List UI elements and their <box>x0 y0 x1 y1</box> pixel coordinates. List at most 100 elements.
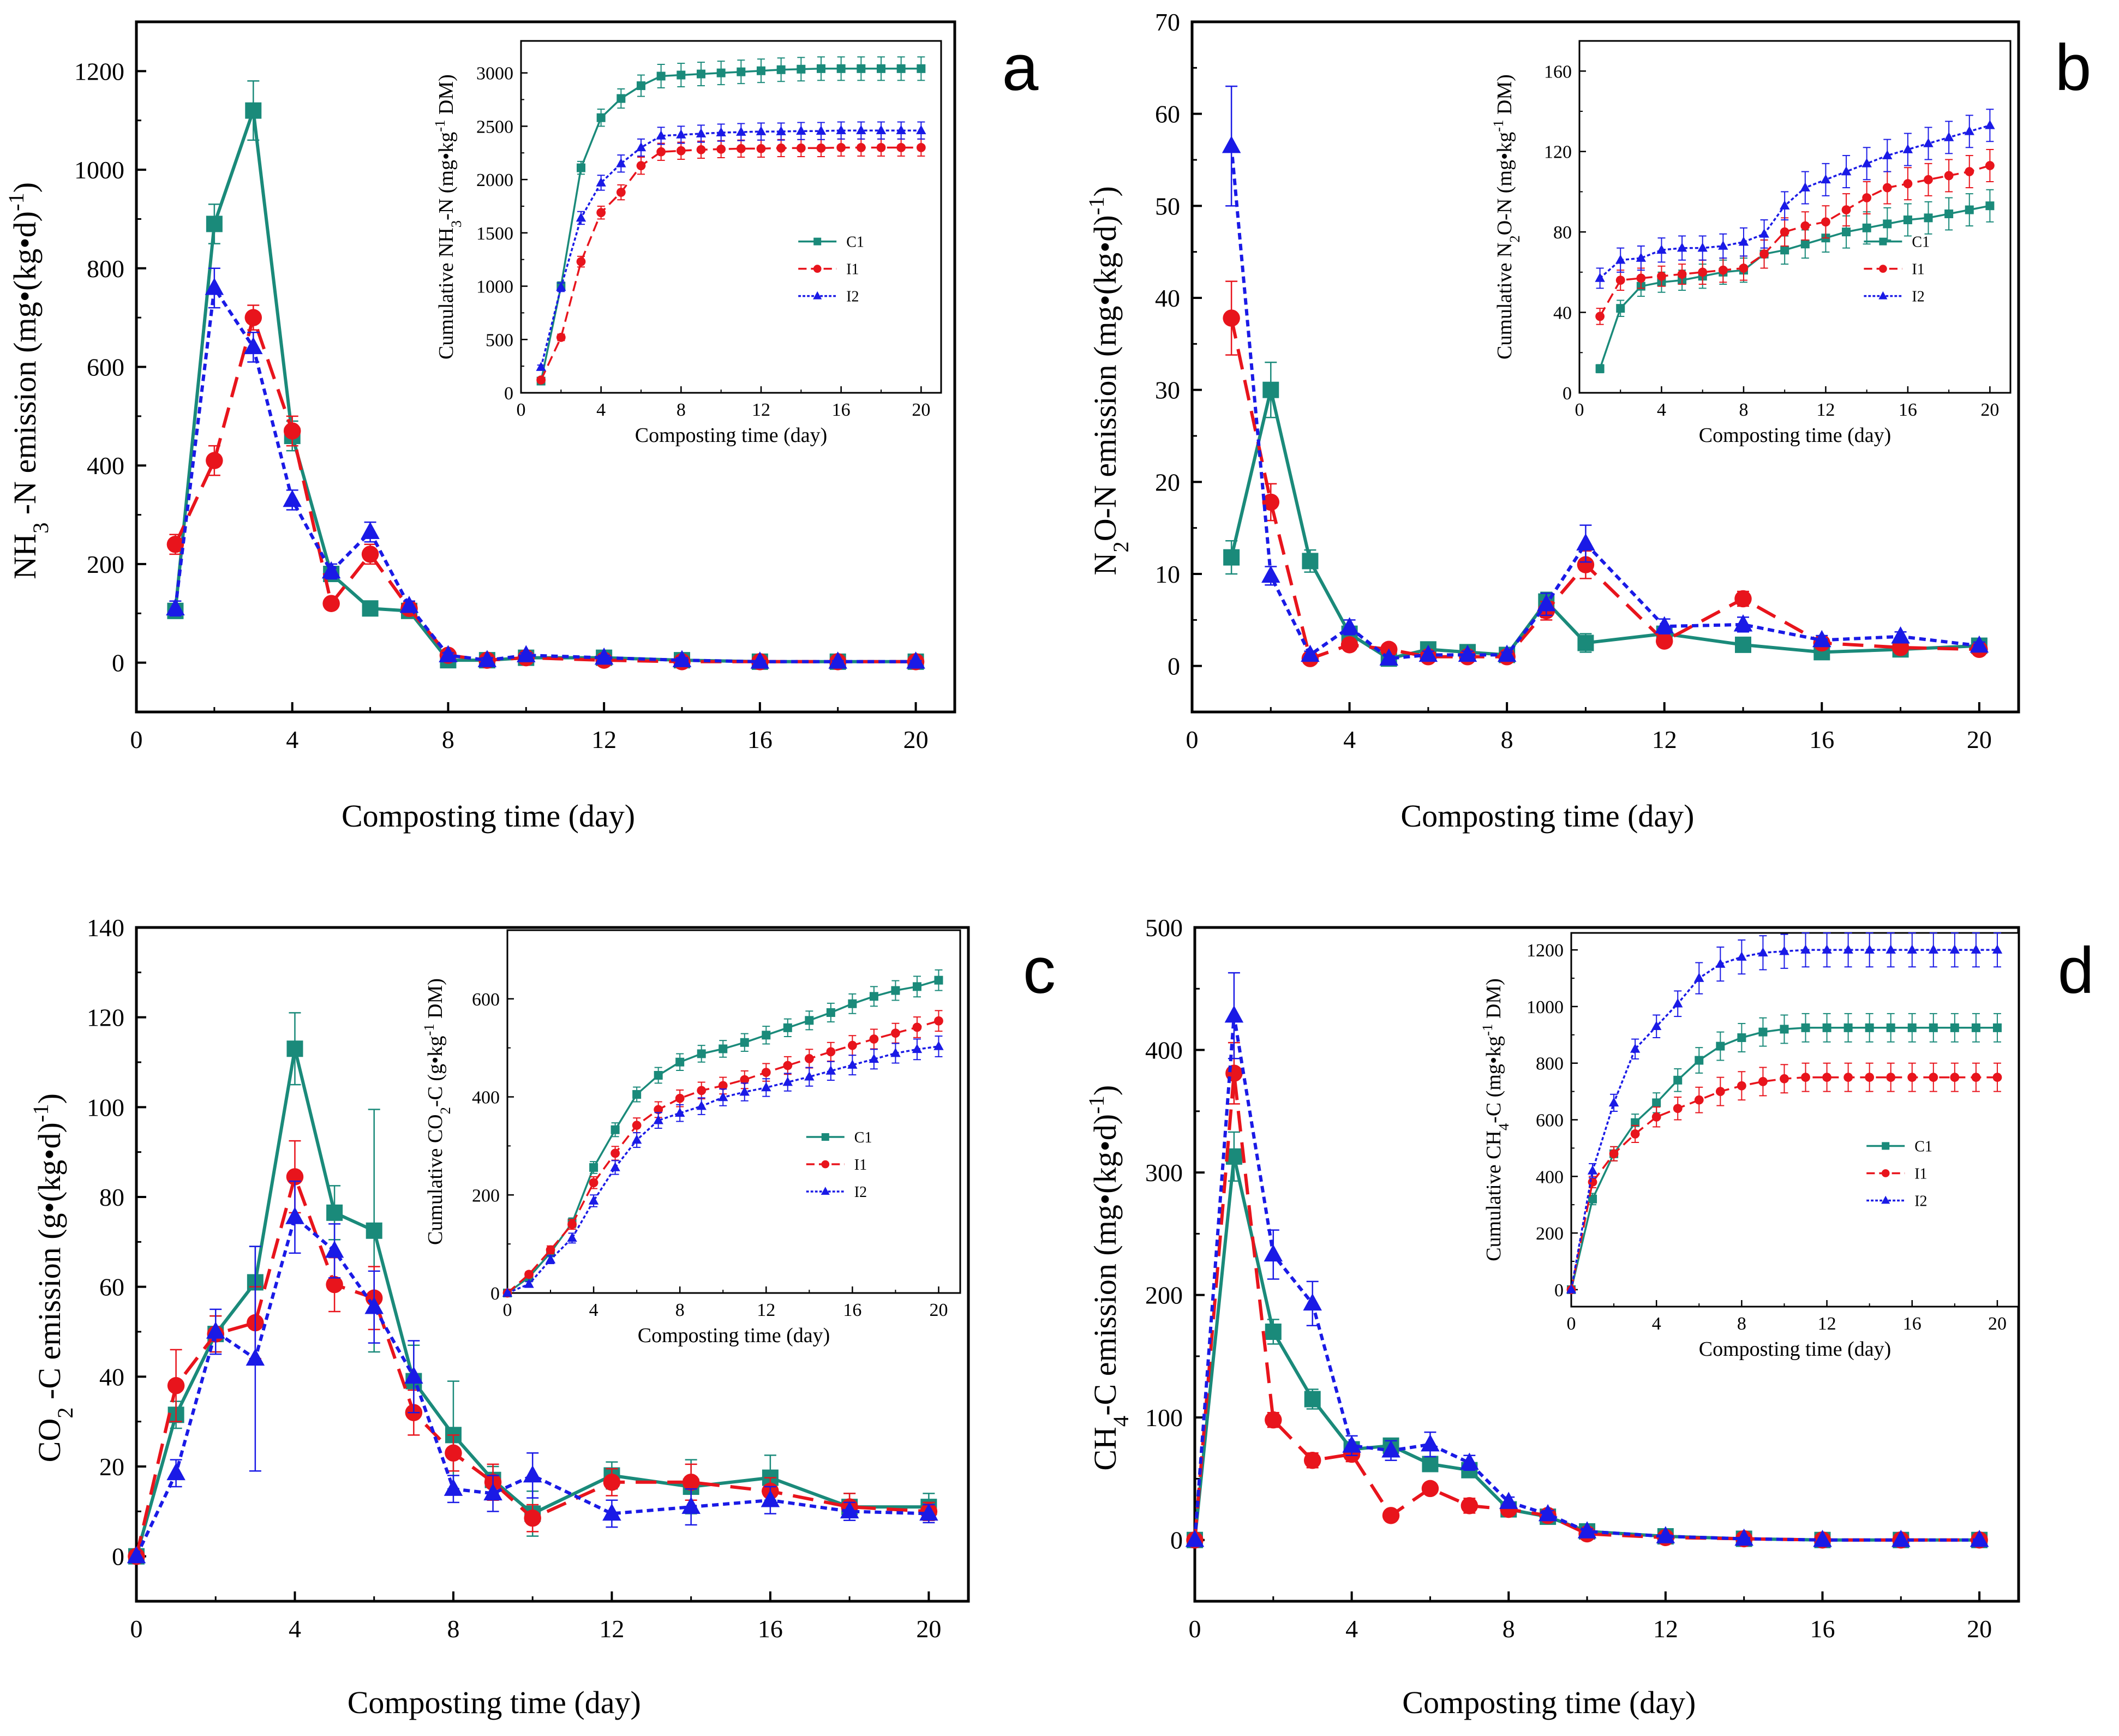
panel-b-inset-point-C1 <box>1985 201 1995 211</box>
panel-d-main-xtick-label: 16 <box>1810 1615 1835 1643</box>
panel-b-main-point-I2 <box>1418 644 1438 662</box>
panel-b-inset-point-I2 <box>1656 244 1667 254</box>
panel-c-main-point-I1 <box>445 1444 462 1462</box>
panel-c-main-point-I1 <box>524 1509 541 1527</box>
panel-d-inset-point-I2 <box>1971 944 1982 954</box>
panel-b-inset-point-C1 <box>1883 219 1892 229</box>
panel-b-main-point-I1 <box>1223 309 1240 327</box>
panel-d-inset-xtick-label: 20 <box>1988 1314 2007 1334</box>
panel-d-inset-point-I2 <box>1800 944 1811 954</box>
panel-b-inset-point-I1 <box>1677 270 1687 279</box>
panel-b-inset-point-I2 <box>1779 200 1790 210</box>
panel-b-main-point-C1 <box>1735 636 1751 653</box>
panel-d-main-xtick-label: 4 <box>1345 1615 1358 1643</box>
panel-a-inset-point-I2 <box>916 125 926 134</box>
panel-a-inset-point-I1 <box>736 144 746 153</box>
panel-b-main-point-I1 <box>1577 556 1595 573</box>
panel-d-inset-xtick-label: 8 <box>1737 1314 1746 1334</box>
panel-a-inset-ytick-label: 1000 <box>476 277 513 297</box>
panel-b-inset-point-I1 <box>1882 183 1892 193</box>
panel-a-inset-point-I1 <box>856 143 866 152</box>
panel-b-letter: b <box>2055 31 2092 104</box>
panel-d-main-ytick-label: 400 <box>1145 1037 1183 1064</box>
panel-a-main-point-I2 <box>244 337 263 355</box>
panel-a-inset-point-I1 <box>556 332 566 342</box>
panel-a-inset-line-I2 <box>540 129 921 368</box>
panel-c-inset-point-I1 <box>546 1245 555 1255</box>
panel-d-inset: 0 4 8 12 16 20020040060080010001200Composting… <box>1479 932 2020 1361</box>
panel-d-main-xtick-label: 20 <box>1967 1615 1992 1643</box>
panel-c-inset-point-I1 <box>718 1081 728 1091</box>
panel-c-main-point-I2 <box>404 1366 423 1384</box>
panel-d-main-point-I1 <box>1303 1452 1321 1469</box>
panel-b-inset-point-I1 <box>1698 267 1708 277</box>
panel-c-inset-point-I1 <box>804 1054 814 1063</box>
panel-a-inset-point-I2 <box>616 158 626 167</box>
panel-d-inset-point-C1 <box>1737 1033 1746 1043</box>
panel-d-inset-point-C1 <box>1801 1023 1810 1032</box>
panel-a-legend-marker-I1 <box>813 265 822 273</box>
panel-c-main-point-I2 <box>364 1296 384 1314</box>
panel-c-main-line-I2 <box>135 1216 929 1557</box>
panel-d-inset-point-I1 <box>1737 1081 1746 1091</box>
panel-b-legend-label-I1: I1 <box>1912 261 1924 278</box>
panel-a-inset-point-C1 <box>677 70 686 80</box>
panel-a-xlabel: Composting time (day) <box>342 798 635 834</box>
panel-c-inset-point-C1 <box>891 986 900 995</box>
panel-d-legend-marker-C1 <box>1882 1142 1890 1150</box>
panel-a-main-point-I2 <box>399 595 419 613</box>
panel-d-main-point-I2 <box>1224 1005 1244 1023</box>
panel-b-inset-point-I2 <box>1821 174 1831 184</box>
panel-c-main-point-I2 <box>681 1496 701 1514</box>
panel-a-inset-point-I1 <box>716 144 726 154</box>
panel-c-inset-point-C1 <box>697 1049 706 1058</box>
panel-c-main-point-I2 <box>523 1465 542 1483</box>
panel-b-main-point-I1 <box>1734 590 1752 608</box>
panel-c-inset-point-I1 <box>524 1270 534 1279</box>
panel-c-main-point-I1 <box>326 1276 343 1294</box>
panel-d-main-point-I2 <box>1185 1529 1205 1547</box>
panel-d-inset-point-I2 <box>1651 1021 1662 1031</box>
panel-c-main-ytick-label: 120 <box>87 1004 124 1032</box>
panel-d-inset-point-I1 <box>1907 1073 1917 1082</box>
panel-a-inset-point-I2 <box>856 125 866 134</box>
panel-c-inset-point-I1 <box>847 1040 857 1050</box>
panel-d-inset-xtick-label: 16 <box>1903 1314 1922 1334</box>
panel-b-main-point-C1 <box>1262 381 1279 398</box>
panel-c-inset-point-C1 <box>848 999 857 1008</box>
panel-a-inset-point-C1 <box>917 64 926 73</box>
panel-c-main-point-I2 <box>166 1463 185 1481</box>
panel-d-inset-series-I1 <box>1566 1062 2002 1295</box>
panel-d-inset-point-I1 <box>1609 1149 1619 1159</box>
panel-a-inset-xlabel: Composting time (day) <box>635 424 828 447</box>
panel-b-inset-ytick-label: 160 <box>1544 62 1572 82</box>
panel-b-inset-ytick-label: 0 <box>1563 384 1572 404</box>
panel-b-main-point-I2 <box>1576 533 1595 551</box>
panel-c-main-point-I2 <box>285 1207 304 1224</box>
panel-d-main-point-I2 <box>1970 1529 1989 1547</box>
panel-c-letter: c <box>1023 934 1056 1007</box>
panel-d-inset-point-I2 <box>1822 944 1832 954</box>
panel-d-inset-point-I2 <box>1843 944 1853 954</box>
panel-b-inset-xtick-label: 4 <box>1657 400 1666 420</box>
panel-c-inset-point-C1 <box>719 1044 728 1053</box>
panel-c-inset-point-I2 <box>545 1254 556 1264</box>
panel-b-legend-marker-C1 <box>1879 237 1887 246</box>
panel-b-main-series-C1 <box>1223 361 1988 667</box>
panel-c-main-line-I1 <box>135 1175 929 1557</box>
panel-d-inset-point-I2 <box>1779 945 1789 955</box>
panel-d-legend-label-I1: I1 <box>1914 1165 1927 1182</box>
panel-c-inset-point-I2 <box>588 1195 599 1205</box>
panel-c-main-point-I2 <box>127 1546 146 1564</box>
panel-b-legend: C1 I1 I2 <box>1864 234 1930 306</box>
panel-c-main-ytick-label: 40 <box>99 1363 124 1391</box>
panel-b-main-ytick-label: 20 <box>1155 468 1180 496</box>
panel-c-inset-point-I2 <box>761 1082 771 1092</box>
panel-b-main-point-I2 <box>1655 616 1674 633</box>
panel-a-inset-point-C1 <box>857 64 866 73</box>
panel-b-main-series-I2 <box>1222 85 1989 666</box>
panel-d-inset-point-C1 <box>1695 1056 1704 1065</box>
panel-c-inset-ytick-label: 600 <box>472 990 500 1010</box>
panel-b-main-point-I2 <box>1458 644 1477 662</box>
